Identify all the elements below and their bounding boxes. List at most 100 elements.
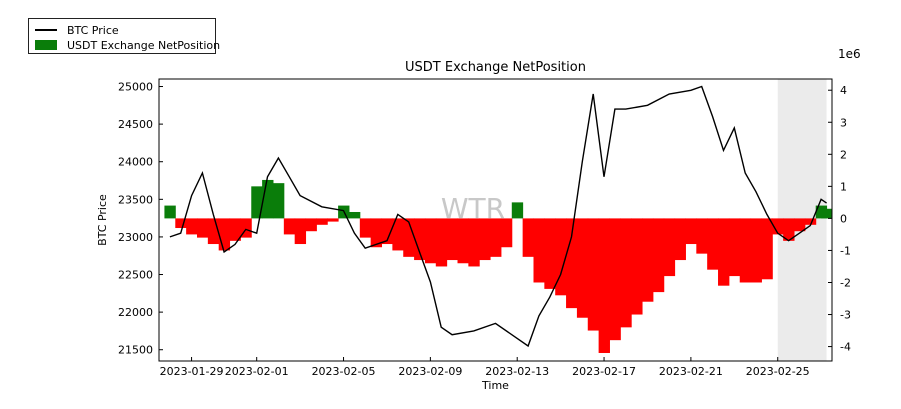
- netposition-bar: [794, 218, 806, 232]
- x-tick-label: 2023-02-13: [485, 365, 549, 378]
- netposition-area: [164, 179, 833, 353]
- watermark: WTR: [441, 192, 505, 225]
- netposition-bar: [294, 218, 307, 245]
- netposition-bar: [272, 183, 285, 219]
- legend-label: USDT Exchange NetPosition: [67, 38, 221, 52]
- netposition-bar: [490, 218, 502, 257]
- y-tick-label: 21500: [118, 344, 153, 357]
- btc-price-line: [169, 85, 827, 348]
- netposition-bar: [348, 211, 361, 219]
- netposition-bar: [305, 218, 317, 232]
- legend: BTC Price USDT Exchange NetPosition: [28, 18, 220, 54]
- netposition-bar: [500, 218, 513, 248]
- x-ticks: 2023-01-29 2023-02-01 2023-02-05 2023-02-09…: [160, 357, 810, 378]
- netposition-bar: [821, 208, 833, 219]
- netposition-bar: [424, 218, 437, 264]
- y-tick-label: 24500: [118, 118, 153, 131]
- netposition-bar: [370, 218, 383, 248]
- netposition-bar: [435, 218, 448, 267]
- netposition-bar: [576, 218, 589, 318]
- x-tick-label: 2023-01-29: [160, 365, 224, 378]
- netposition-bar: [663, 218, 676, 277]
- x-tick-label: 2023-02-21: [659, 365, 723, 378]
- y2-tick-label: -4: [840, 341, 851, 354]
- netposition-bar: [587, 218, 600, 331]
- y-tick-label: 22500: [118, 269, 153, 282]
- netposition-bar: [685, 218, 697, 245]
- x-tick-label: 2023-02-25: [746, 365, 810, 378]
- y2-offset-label: 1e6: [838, 47, 861, 61]
- legend-label: BTC Price: [67, 23, 119, 37]
- y2-tick-label: 4: [840, 84, 847, 97]
- netposition-bar: [196, 218, 209, 238]
- netposition-bar: [598, 218, 610, 353]
- y2-tick-label: 3: [840, 116, 847, 129]
- x-tick-label: 2023-02-05: [312, 365, 376, 378]
- y2-tick-label: 2: [840, 148, 847, 161]
- netposition-bar: [316, 218, 328, 225]
- netposition-bar: [696, 218, 708, 254]
- x-tick-label: 2023-02-17: [572, 365, 636, 378]
- netposition-bar: [218, 218, 231, 251]
- netposition-bar: [783, 218, 795, 241]
- plot-frame: [158, 78, 833, 362]
- netposition-bar: [511, 202, 524, 219]
- y-tick-label: 23000: [118, 231, 153, 244]
- netposition-bar: [175, 218, 187, 229]
- netposition-bar: [468, 218, 480, 267]
- netposition-bar: [631, 218, 643, 315]
- x-axis-label: Time: [481, 379, 509, 392]
- netposition-bar: [381, 218, 393, 245]
- netposition-bar: [555, 218, 567, 296]
- netposition-bar: [446, 218, 459, 261]
- netposition-bar: [240, 218, 252, 238]
- netposition-bar: [739, 218, 752, 283]
- legend-entry-netposition: USDT Exchange NetPosition: [35, 38, 220, 52]
- netposition-bar: [652, 218, 665, 293]
- netposition-bar: [642, 218, 654, 302]
- netposition-bar: [359, 218, 372, 238]
- x-tick-label: 2023-02-09: [398, 365, 462, 378]
- netposition-bar: [229, 218, 241, 241]
- netposition-bar: [262, 179, 274, 219]
- legend-line-swatch: [35, 29, 57, 31]
- x-tick-label: 2023-02-01: [225, 365, 289, 378]
- y2-tick-label: -1: [840, 244, 851, 257]
- netposition-bar: [522, 218, 534, 257]
- netposition-bar: [457, 218, 469, 264]
- legend-patch-swatch: [35, 40, 57, 50]
- netposition-bar: [327, 218, 339, 222]
- netposition-bar: [750, 218, 762, 283]
- y2-tick-label: -2: [840, 276, 851, 289]
- netposition-bar: [164, 205, 176, 219]
- netposition-bar: [479, 218, 491, 261]
- netposition-bar: [566, 218, 578, 309]
- y-axis-label: BTC Price: [96, 194, 109, 246]
- netposition-bar: [609, 218, 621, 341]
- y2-tick-label: 1: [840, 180, 847, 193]
- netposition-bar: [728, 218, 741, 277]
- y-ticks-right: -4 -3 -2 -1 0 1 2 3 4: [828, 84, 851, 354]
- netposition-bar: [186, 218, 198, 235]
- netposition-bar: [403, 218, 415, 257]
- netposition-bar: [707, 218, 719, 270]
- netposition-bar: [674, 218, 686, 261]
- netposition-bar: [207, 218, 220, 245]
- netposition-bar: [533, 218, 545, 283]
- netposition-bar: [772, 218, 784, 235]
- chart-title: USDT Exchange NetPosition: [405, 60, 586, 75]
- netposition-bar: [414, 218, 426, 261]
- y-ticks-left: 21500 22000 22500 23000 23500 24000 24500 25000: [118, 81, 163, 357]
- y-tick-label: 25000: [118, 81, 153, 94]
- netposition-bar: [804, 218, 817, 225]
- netposition-bar: [283, 218, 296, 235]
- y2-tick-label: -3: [840, 309, 851, 322]
- netposition-bar: [544, 218, 556, 289]
- netposition-bar: [251, 186, 263, 219]
- netposition-bar: [620, 218, 632, 328]
- y2-tick-label: 0: [840, 212, 847, 225]
- netposition-bar: [761, 218, 773, 280]
- y-tick-label: 24000: [118, 156, 153, 169]
- y-tick-label: 22000: [118, 306, 153, 319]
